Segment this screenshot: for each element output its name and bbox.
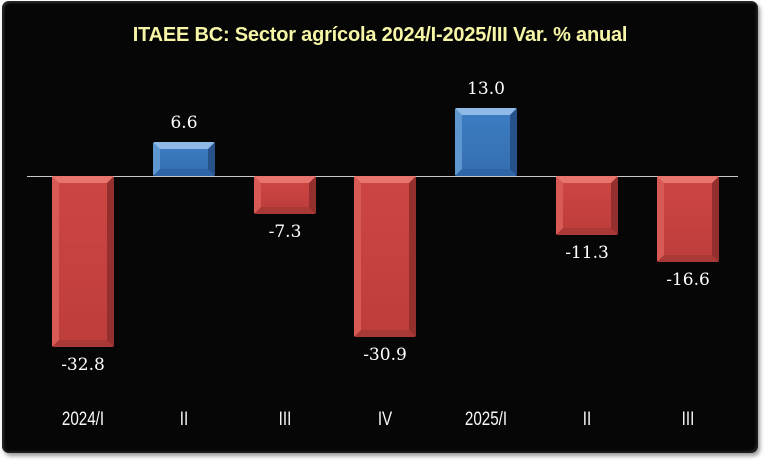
x-axis-label: IV	[377, 409, 393, 430]
bar-iii	[254, 176, 316, 214]
bar-2024-i	[52, 176, 114, 347]
x-axis-label: II	[179, 409, 189, 430]
chart-title: ITAEE BC: Sector agrícola 2024/I-2025/II…	[132, 24, 628, 46]
bar-2025-i	[455, 108, 517, 176]
plot-area: -32.8 2024/I 6.6 II -7.3 III -30.9 IV 13.0 2025/I…	[2, 1, 758, 453]
x-axis-label: III	[681, 409, 695, 430]
bar-value-label: -32.8	[61, 355, 105, 375]
x-axis-label: 2025/I	[464, 409, 508, 430]
bar-value-label: -16.6	[666, 270, 710, 290]
bar-iii	[657, 176, 719, 262]
bar-value-label: 6.6	[170, 113, 198, 133]
x-axis-label: III	[278, 409, 292, 430]
bar-value-label: 13.0	[467, 79, 505, 99]
bar-value-label: -7.3	[268, 222, 302, 242]
bar-value-label: -30.9	[363, 345, 407, 365]
bar-iv	[354, 176, 416, 337]
x-axis-label: 2024/I	[61, 409, 105, 430]
bar-value-label: -11.3	[565, 243, 609, 263]
bar-ii	[153, 142, 215, 176]
bar-ii	[556, 176, 618, 235]
chart-frame: ITAEE BC: Sector agrícola 2024/I-2025/II…	[2, 1, 758, 453]
x-axis-label: II	[582, 409, 592, 430]
